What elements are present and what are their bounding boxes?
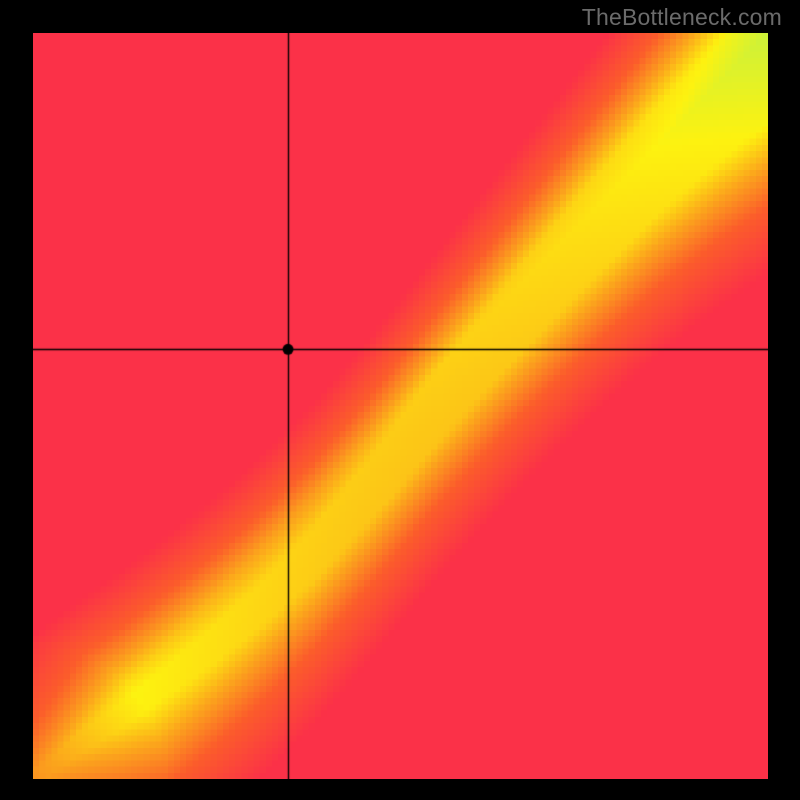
watermark-text: TheBottleneck.com [582,4,782,31]
chart-container: TheBottleneck.com [0,0,800,800]
bottleneck-heatmap [33,33,768,779]
